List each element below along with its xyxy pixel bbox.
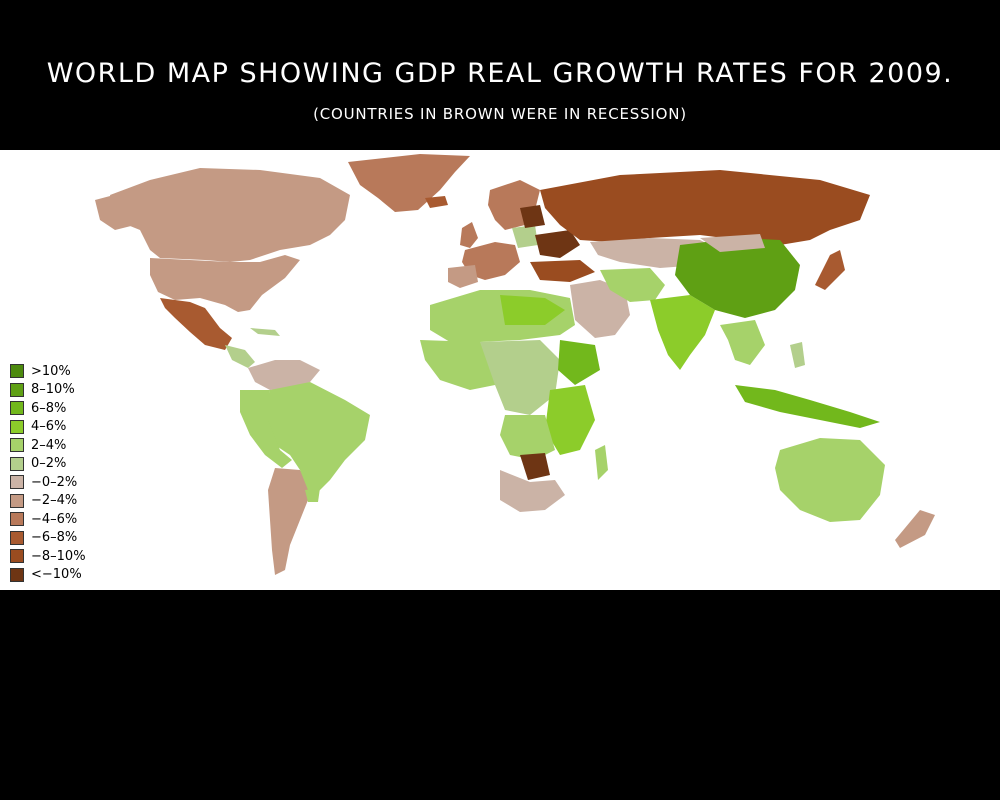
legend-label: −0–2% — [31, 474, 78, 490]
legend-label: <−10% — [31, 567, 82, 583]
legend-item: −2–4% — [10, 492, 86, 511]
legend-swatch — [10, 382, 24, 397]
legend-label: −2–4% — [31, 493, 78, 509]
legend-swatch — [10, 438, 24, 453]
australia — [775, 438, 885, 522]
legend-swatch — [10, 567, 24, 582]
greenland — [348, 154, 470, 212]
iceland — [425, 196, 448, 208]
legend-swatch — [10, 530, 24, 545]
legend-item: 4–6% — [10, 418, 86, 437]
legend-item: −4–6% — [10, 510, 86, 529]
alaska — [95, 188, 150, 230]
legend-label: 8–10% — [31, 382, 75, 398]
egypt-libya — [500, 295, 565, 325]
uk — [460, 222, 478, 248]
baltics — [520, 205, 545, 228]
legend-label: >10% — [31, 363, 71, 379]
legend-item: −0–2% — [10, 473, 86, 492]
legend-item: >10% — [10, 362, 86, 381]
legend-item: 2–4% — [10, 436, 86, 455]
mongolia — [700, 234, 765, 252]
western-europe — [462, 242, 520, 280]
poland — [512, 225, 538, 248]
map-panel: >10% 8–10% 6–8% 4–6% 2–4% 0–2% −0–2% −2–4% −4–6%… — [0, 150, 1000, 590]
indonesia — [735, 385, 880, 428]
central-america — [225, 345, 255, 368]
world-map — [95, 154, 935, 575]
argentina-chile — [268, 468, 310, 575]
map-subtitle: (COUNTRIES IN BROWN WERE IN RECESSION) — [313, 105, 687, 123]
legend-swatch — [10, 401, 24, 416]
legend-label: 6–8% — [31, 400, 67, 416]
turkey — [530, 260, 595, 282]
botswana — [520, 453, 550, 480]
usa — [150, 255, 300, 312]
philippines — [790, 342, 805, 368]
ethiopia — [558, 340, 600, 385]
legend-swatch — [10, 456, 24, 471]
legend-label: 0–2% — [31, 456, 67, 472]
map-title: WORLD MAP SHOWING GDP REAL GROWTH RATES … — [46, 58, 954, 89]
madagascar — [595, 445, 608, 480]
cuba — [250, 328, 280, 336]
mexico — [160, 298, 232, 350]
legend-label: 4–6% — [31, 419, 67, 435]
legend-label: 2–4% — [31, 437, 67, 453]
middle-east — [570, 280, 630, 338]
new-zealand — [895, 510, 935, 548]
se-asia — [720, 320, 765, 365]
russia — [540, 170, 870, 245]
peru-bolivia — [240, 390, 292, 468]
japan — [815, 250, 845, 290]
legend-swatch — [10, 512, 24, 527]
canada — [110, 168, 350, 262]
east-africa — [545, 385, 595, 455]
iberia — [448, 265, 478, 288]
legend-swatch — [10, 493, 24, 508]
india — [650, 295, 715, 370]
legend-swatch — [10, 549, 24, 564]
legend-item: 0–2% — [10, 455, 86, 474]
legend-item: −6–8% — [10, 529, 86, 548]
colombia-venezuela — [248, 360, 320, 390]
angola-zambia — [500, 415, 555, 460]
legend-item: 8–10% — [10, 381, 86, 400]
legend-label: −6–8% — [31, 530, 78, 546]
uruguay — [305, 488, 320, 502]
china — [675, 238, 800, 318]
legend-item: 6–8% — [10, 399, 86, 418]
legend-item: −8–10% — [10, 547, 86, 566]
legend-swatch — [10, 475, 24, 490]
brazil — [265, 382, 370, 495]
south-africa — [500, 470, 565, 512]
west-africa — [420, 340, 500, 390]
legend-swatch — [10, 419, 24, 434]
central-africa — [480, 340, 560, 415]
legend-item: <−10% — [10, 566, 86, 585]
legend-label: −8–10% — [31, 548, 86, 564]
map-legend: >10% 8–10% 6–8% 4–6% 2–4% 0–2% −0–2% −2–4% −4–6%… — [10, 362, 86, 584]
legend-label: −4–6% — [31, 511, 78, 527]
ukraine — [535, 230, 580, 258]
legend-swatch — [10, 364, 24, 379]
iran-afghanistan — [600, 268, 665, 302]
